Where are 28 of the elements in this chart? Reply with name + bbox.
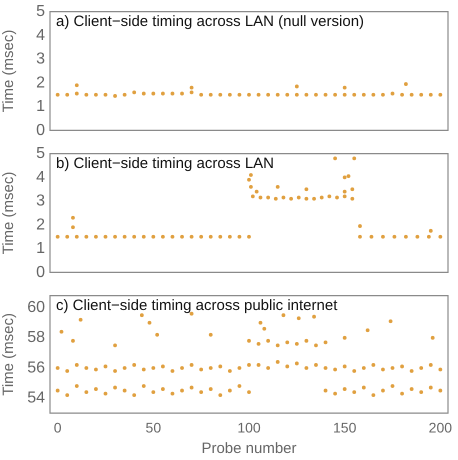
y-tick-label: 54 [27, 390, 46, 407]
chart-title: c) Client−side timing across public internet [56, 297, 338, 314]
y-tick-label: 4 [36, 168, 46, 186]
y-tick-label: 1 [36, 240, 46, 258]
x-tick-label: 200 [428, 419, 452, 436]
y-axis-title: Time (msec) [0, 30, 18, 112]
y-tick-label: 0 [36, 122, 46, 139]
y-tick-label: 60 [27, 299, 46, 316]
y-tick-label: 3 [36, 50, 46, 68]
y-tick-label: 2 [36, 74, 46, 92]
y-tick-label: 58 [27, 329, 46, 346]
y-tick-label: 1 [36, 98, 46, 116]
y-tick-label: 2 [36, 216, 46, 234]
y-axis-title: Time (msec) [0, 172, 18, 254]
y-tick-label: 5 [36, 145, 46, 162]
x-tick-label: 100 [237, 419, 261, 436]
y-tick-label: 5 [36, 3, 46, 20]
chart-title: b) Client−side timing across LAN [56, 155, 274, 172]
x-tick-label: 150 [332, 419, 357, 436]
y-tick-label: 56 [27, 359, 46, 376]
x-tick-label: 50 [146, 419, 162, 436]
x-tick-label: 0 [54, 419, 62, 436]
y-tick-label: 4 [36, 26, 46, 44]
chart-title: a) Client−side timing across LAN (null version) [56, 13, 364, 30]
x-axis-title: Probe number [201, 440, 297, 458]
y-tick-label: 3 [36, 192, 46, 210]
y-tick-label: 0 [36, 264, 46, 281]
y-axis-title: Time (msec) [0, 313, 18, 396]
